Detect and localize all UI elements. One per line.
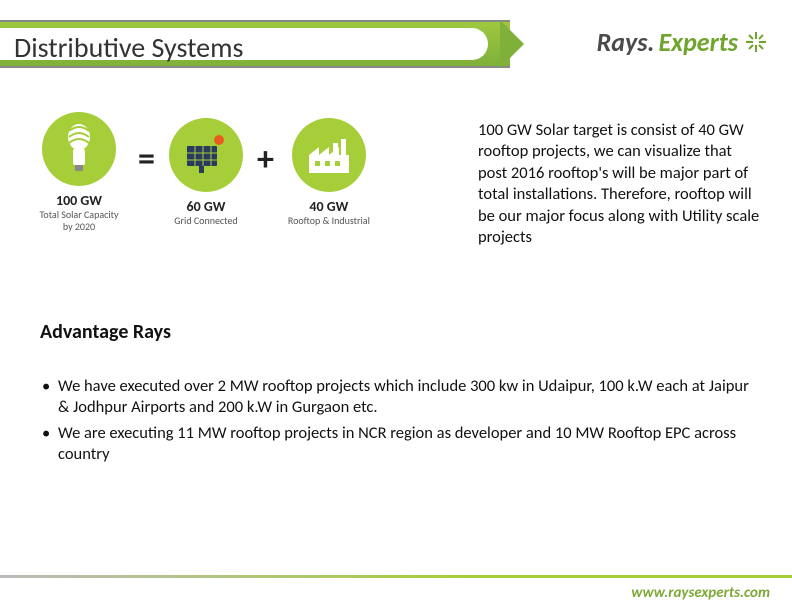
info-subtitle: Total Solar Capacity by 2020 (34, 209, 124, 232)
info-block-total: 100 GW Total Solar Capacity by 2020 (34, 112, 124, 232)
factory-icon (292, 118, 366, 192)
cfl-bulb-icon (42, 112, 116, 186)
plus-operator: + (257, 139, 274, 180)
info-value: 60 GW (186, 198, 225, 215)
solar-target-infographic: 100 GW Total Solar Capacity by 2020 = (34, 112, 370, 232)
info-subtitle: Rooftop & Industrial (288, 215, 370, 227)
advantage-heading: Advantage Rays (40, 320, 171, 344)
body-paragraph: 100 GW Solar target is consist of 40 GW … (478, 120, 760, 249)
advantage-bullets: We have executed over 2 MW rooftop proje… (40, 376, 750, 470)
footer-url: www.raysexperts.com (631, 584, 770, 602)
info-block-rooftop: 40 GW Rooftop & Industrial (288, 118, 370, 227)
solar-panel-icon (169, 118, 243, 192)
bullet-item: We have executed over 2 MW rooftop proje… (40, 376, 750, 419)
slide-title: Distributive Systems (14, 30, 243, 65)
logo-text-experts: Experts (658, 26, 738, 58)
info-value: 40 GW (309, 198, 348, 215)
logo-text-rays: Rays. (597, 26, 655, 58)
info-subtitle: Grid Connected (174, 215, 237, 227)
info-value: 100 GW (56, 192, 102, 209)
spark-icon (744, 30, 768, 54)
footer-divider (0, 575, 792, 578)
logo: Rays.Experts (597, 26, 768, 58)
header-arrow (500, 20, 524, 68)
bullet-item: We are executing 11 MW rooftop projects … (40, 423, 750, 466)
info-block-grid: 60 GW Grid Connected (169, 118, 243, 227)
equals-operator: = (138, 139, 155, 180)
